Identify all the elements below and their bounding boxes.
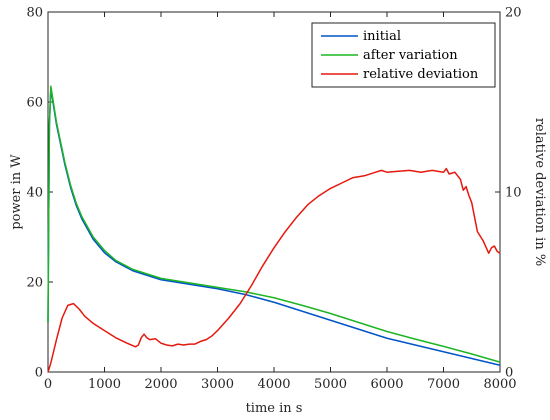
y-right-tick-label: 0 [505, 366, 513, 381]
series-line-relative-deviation [47, 167, 501, 373]
y-left-axis-label: power in W [9, 154, 24, 230]
series-line-after-variation [47, 85, 501, 363]
y-left-axis-ticks: 0 20 40 60 80 [26, 6, 53, 381]
x-tick-label: 8000 [483, 377, 516, 392]
x-tick-label: 2000 [144, 377, 177, 392]
legend-entry-relative-deviation: relative deviation [321, 67, 479, 82]
legend-label-relative-deviation: relative deviation [363, 67, 479, 82]
x-axis-ticks: 0 1000 2000 3000 4000 5000 6000 7000 8000 [44, 12, 517, 392]
y-left-tick-label: 40 [26, 186, 43, 201]
y-right-tick-label: 20 [505, 6, 522, 21]
x-tick-label: 4000 [257, 377, 290, 392]
legend-label-after-variation: after variation [363, 48, 458, 63]
x-tick-label: 1000 [88, 377, 121, 392]
legend-label-initial: initial [363, 29, 401, 44]
y-left-tick-label: 20 [26, 276, 43, 291]
x-tick-label: 0 [44, 377, 52, 392]
x-tick-label: 6000 [370, 377, 403, 392]
x-tick-label: 5000 [314, 377, 347, 392]
y-left-tick-label: 80 [26, 6, 43, 21]
legend: initial after variation relative deviati… [311, 22, 496, 88]
y-left-tick-label: 60 [26, 96, 43, 111]
x-axis-label: time in s [246, 401, 303, 416]
y-right-axis-ticks: 0 10 20 [495, 6, 522, 381]
x-tick-label: 7000 [427, 377, 460, 392]
y-left-tick-label: 0 [35, 366, 43, 381]
series-lines [47, 85, 501, 373]
legend-entry-after-variation: after variation [321, 48, 458, 63]
x-tick-label: 3000 [201, 377, 234, 392]
y-right-tick-label: 10 [505, 186, 522, 201]
y-right-axis-label: relative deviation in % [532, 118, 547, 266]
legend-entry-initial: initial [321, 29, 401, 44]
